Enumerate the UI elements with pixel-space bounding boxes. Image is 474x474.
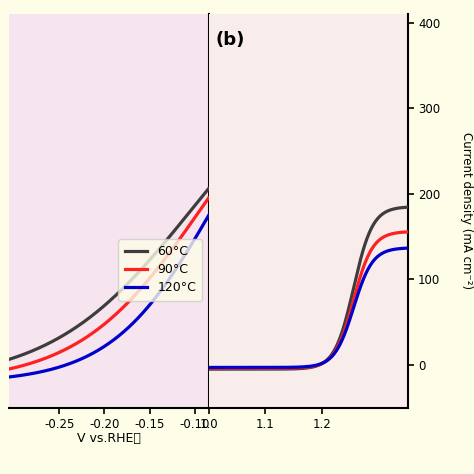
60°C bbox=[102, 302, 108, 308]
60°C bbox=[206, 186, 211, 191]
X-axis label: V vs.RHE）: V vs.RHE） bbox=[77, 432, 141, 446]
60°C bbox=[114, 291, 120, 297]
90°C bbox=[125, 300, 131, 305]
60°C bbox=[7, 356, 12, 362]
90°C bbox=[170, 246, 175, 252]
90°C bbox=[114, 310, 120, 316]
120°C bbox=[102, 343, 108, 349]
60°C bbox=[201, 191, 207, 197]
60°C bbox=[125, 281, 131, 286]
90°C bbox=[101, 321, 107, 327]
120°C bbox=[7, 374, 12, 380]
Y-axis label: Current density (mA cm⁻²): Current density (mA cm⁻²) bbox=[460, 132, 473, 290]
120°C bbox=[125, 325, 131, 331]
120°C bbox=[206, 213, 211, 219]
Text: (b): (b) bbox=[215, 31, 245, 49]
90°C bbox=[201, 202, 207, 208]
Legend: 60°C, 90°C, 120°C: 60°C, 90°C, 120°C bbox=[118, 239, 202, 301]
90°C bbox=[206, 195, 211, 201]
60°C bbox=[101, 303, 107, 309]
120°C bbox=[114, 334, 120, 340]
90°C bbox=[7, 366, 12, 372]
60°C bbox=[170, 230, 175, 236]
Line: 90°C: 90°C bbox=[9, 198, 209, 369]
120°C bbox=[201, 221, 207, 227]
120°C bbox=[170, 271, 175, 277]
Line: 120°C: 120°C bbox=[9, 216, 209, 377]
120°C bbox=[101, 344, 107, 349]
90°C bbox=[102, 320, 108, 326]
Line: 60°C: 60°C bbox=[9, 189, 209, 359]
